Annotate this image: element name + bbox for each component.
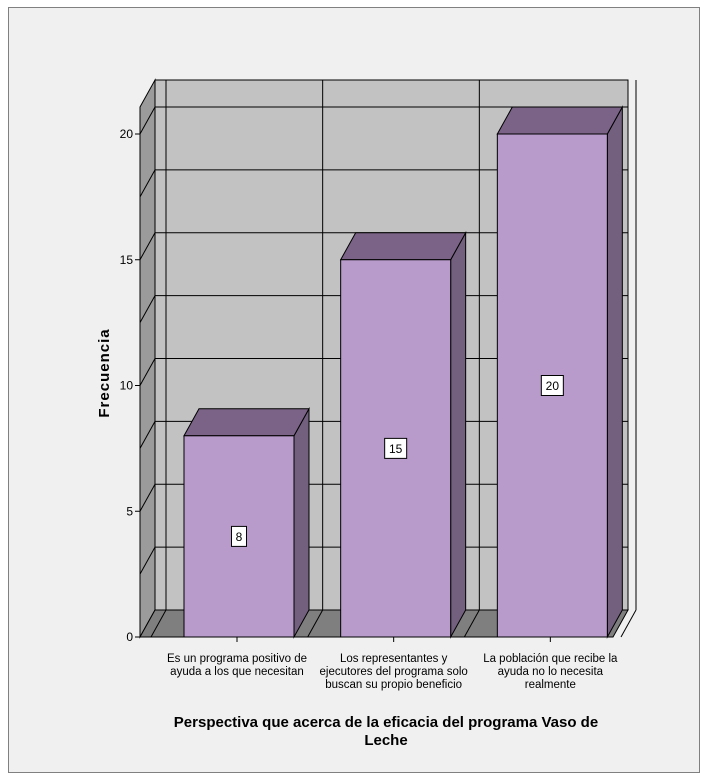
y-tick-label: 15: [120, 253, 134, 267]
bars-group: 8 15 20: [183, 105, 624, 639]
data-label: 8: [236, 530, 243, 544]
bar-top: [496, 106, 624, 135]
bar-top: [339, 232, 467, 261]
bar: 20: [496, 105, 624, 639]
floor-divider: [463, 609, 480, 638]
y-tick-label: 5: [126, 504, 133, 518]
floor-divider: [620, 609, 637, 638]
x-tick-label: La población que recibe la ayuda no lo ne…: [483, 653, 618, 691]
gridline-diag: [139, 484, 156, 512]
y-tick-label: 10: [120, 379, 134, 393]
y-axis-label: Frecuencia: [96, 328, 113, 417]
floor-divider: [307, 609, 324, 638]
bar-side: [293, 406, 310, 639]
gridline-diag: [139, 106, 156, 135]
x-tick-label: Es un programa positivo de ayuda a los qu…: [167, 653, 307, 678]
x-tick-label: Los representantes y ejecutores del progr…: [320, 653, 468, 691]
gridline-diag: [139, 421, 156, 449]
bar-side: [606, 105, 623, 639]
bar: 15: [339, 230, 467, 639]
y-tick-label: 0: [126, 630, 133, 644]
bar: 8: [183, 406, 310, 639]
data-label: 20: [546, 379, 560, 393]
bar-front: [340, 259, 452, 638]
bar-side: [450, 230, 467, 639]
data-label: 15: [389, 442, 403, 456]
floor-divider: [150, 609, 167, 638]
gridline-diag: [139, 546, 156, 575]
left-wall: [139, 78, 156, 639]
gridline-diag: [139, 169, 156, 198]
gridline-diag: [139, 295, 156, 323]
data-label-box: [540, 375, 564, 396]
x-category-labels: Es un programa positivo de ayuda a los qu…: [167, 637, 618, 691]
data-label-box: [384, 437, 408, 459]
data-label-box: [231, 525, 247, 547]
x-axis-title: Perspectiva que acerca de la eficacia de…: [174, 714, 598, 749]
gridline-diag: [139, 232, 156, 260]
y-tick-label: 20: [120, 127, 134, 141]
gridline-diag: [139, 358, 156, 386]
y-axis: 0 5 10 15 20: [120, 107, 141, 644]
bar-top: [183, 408, 310, 437]
